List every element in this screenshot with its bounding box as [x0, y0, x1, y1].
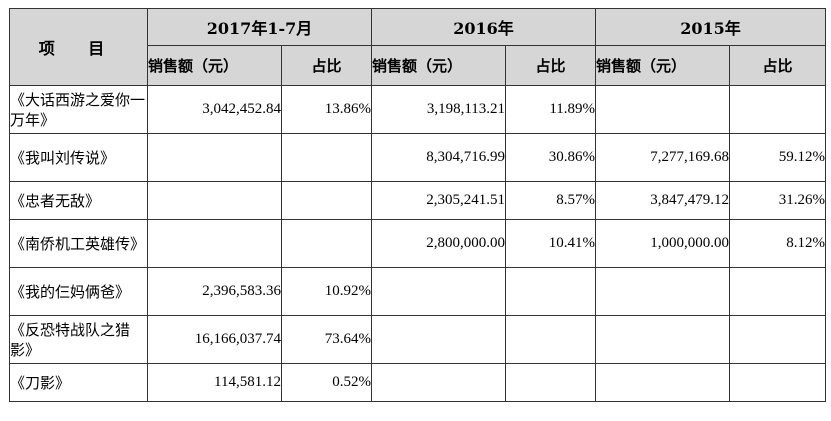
amount-header: 销售额（元）: [371, 45, 507, 86]
table-row: 《大话西游之爱你一万年》 3,042,452.84 13.86% 3,198,1…: [9, 85, 827, 134]
amount-cell: [595, 267, 731, 316]
table-row: 《反恐特战队之猎影》 16,166,037.74 73.64%: [9, 315, 827, 364]
period-header-2015: 2015年: [595, 8, 827, 46]
share-cell: 8.12%: [729, 219, 827, 268]
amount-cell: [147, 181, 282, 220]
share-cell: [729, 315, 827, 364]
share-cell: [729, 267, 827, 316]
share-cell: 59.12%: [729, 133, 827, 182]
header-row-columns: 销售额（元） 占比 销售额（元） 占比 销售额（元） 占比: [10, 45, 827, 86]
header-row-periods: 项 目 2017年1-7月 2016年 2015年: [9, 8, 827, 86]
amount-cell: 1,000,000.00: [595, 219, 731, 268]
share-cell: 30.86%: [505, 133, 597, 182]
amount-cell: 2,396,583.36: [147, 267, 282, 316]
share-cell: [729, 363, 827, 402]
title-cell: 《刀影》: [9, 363, 148, 402]
share-header: 占比: [280, 45, 373, 86]
amount-cell: [595, 85, 731, 134]
period-header-2016: 2016年: [371, 8, 597, 46]
period-header-2017: 2017年1-7月: [146, 8, 373, 46]
amount-cell: 3,042,452.84: [147, 85, 282, 134]
share-header: 占比: [729, 45, 827, 86]
share-cell: [280, 181, 373, 220]
amount-cell: 7,277,169.68: [595, 133, 731, 182]
amount-cell: [595, 363, 731, 402]
amount-cell: [595, 315, 731, 364]
share-cell: 0.52%: [280, 363, 373, 402]
share-cell: [505, 315, 597, 364]
share-cell: 13.86%: [280, 85, 373, 134]
table-row: 《我叫刘传说》 8,304,716.99 30.86% 7,277,169.68…: [9, 133, 827, 182]
amount-header: 销售额（元）: [147, 45, 282, 86]
table-row: 《忠者无敌》 2,305,241.51 8.57% 3,847,479.12 3…: [9, 181, 827, 220]
share-cell: [280, 133, 373, 182]
table-row: 《刀影》 114,581.12 0.52%: [9, 363, 827, 402]
share-cell: 31.26%: [729, 181, 827, 220]
title-cell: 《大话西游之爱你一万年》: [9, 85, 148, 134]
amount-cell: 2,305,241.51: [371, 181, 507, 220]
share-cell: 73.64%: [280, 315, 373, 364]
amount-cell: [371, 315, 507, 364]
table-row: 《南侨机工英雄传》 2,800,000.00 10.41% 1,000,000.…: [9, 219, 827, 268]
share-cell: 10.41%: [505, 219, 597, 268]
table-row: 《我的仨妈俩爸》 2,396,583.36 10.92%: [9, 267, 827, 316]
amount-cell: [147, 133, 282, 182]
share-cell: [729, 85, 827, 134]
amount-cell: 114,581.12: [147, 363, 282, 402]
amount-cell: 3,847,479.12: [595, 181, 731, 220]
amount-cell: 16,166,037.74: [147, 315, 282, 364]
share-cell: [505, 363, 597, 402]
share-cell: 11.89%: [505, 85, 597, 134]
amount-cell: [147, 219, 282, 268]
share-header: 占比: [505, 45, 597, 86]
share-cell: [505, 267, 597, 316]
amount-cell: 8,304,716.99: [371, 133, 507, 182]
sales-table: 项 目 2017年1-7月 2016年 2015年 销售额（元） 占比 销售额（…: [9, 8, 827, 402]
title-cell: 《我叫刘传说》: [9, 133, 148, 182]
item-header: 项 目: [9, 8, 148, 86]
amount-cell: [371, 267, 507, 316]
share-cell: 10.92%: [280, 267, 373, 316]
title-cell: 《我的仨妈俩爸》: [9, 267, 148, 316]
title-cell: 《南侨机工英雄传》: [9, 219, 148, 268]
title-cell: 《反恐特战队之猎影》: [9, 315, 148, 364]
title-cell: 《忠者无敌》: [9, 181, 148, 220]
share-cell: 8.57%: [505, 181, 597, 220]
amount-cell: [371, 363, 507, 402]
amount-header: 销售额（元）: [595, 45, 731, 86]
share-cell: [280, 219, 373, 268]
amount-cell: 3,198,113.21: [371, 85, 507, 134]
amount-cell: 2,800,000.00: [371, 219, 507, 268]
